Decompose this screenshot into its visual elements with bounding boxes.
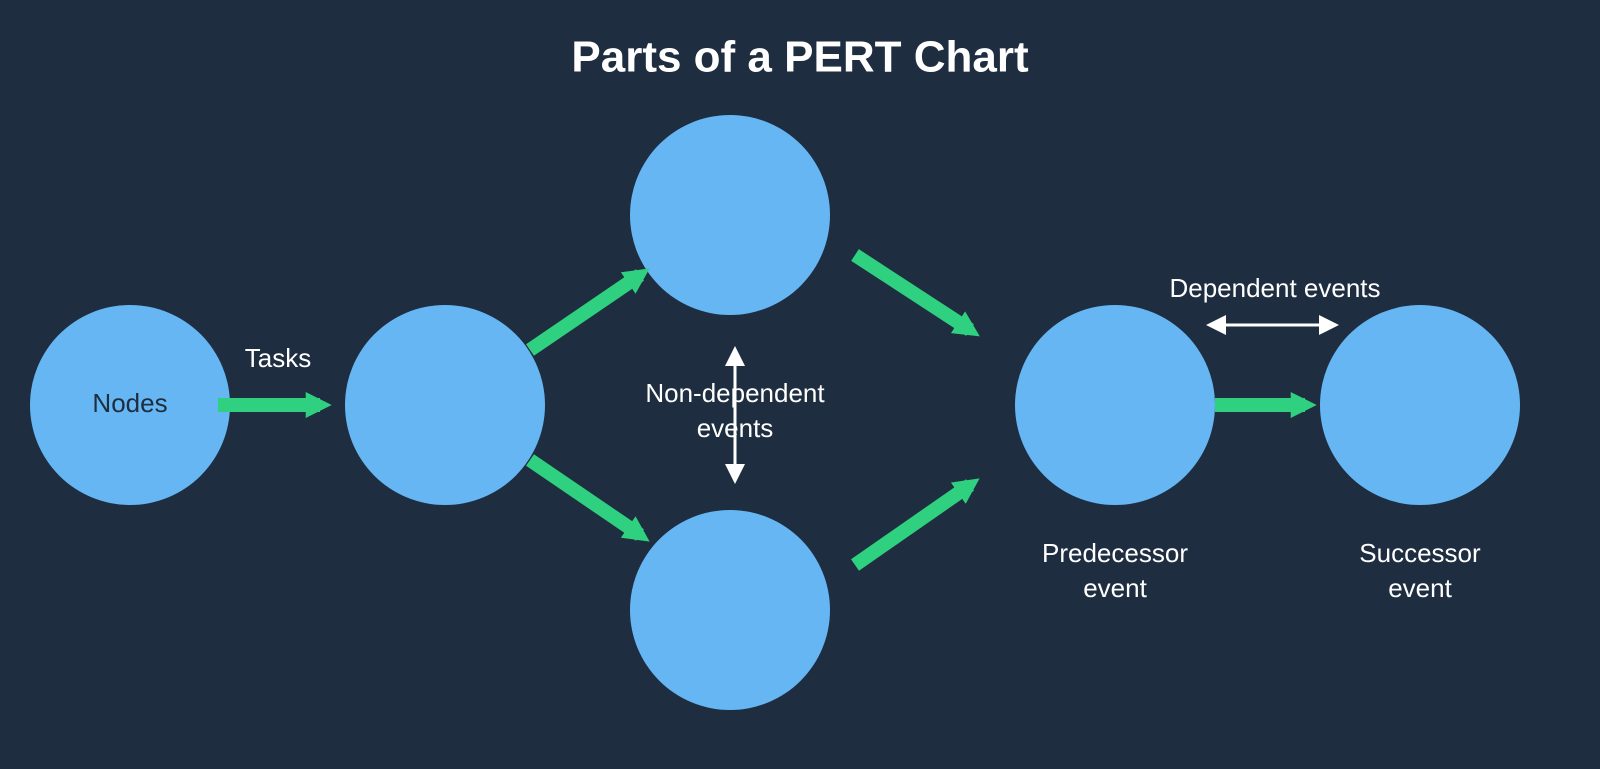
diagram-title: Parts of a PERT Chart — [571, 33, 1029, 82]
pert-diagram: Parts of a PERT Chart Nodes Tasks Non-depen… — [0, 0, 1600, 769]
pert-node — [1320, 305, 1520, 505]
pert-node — [1015, 305, 1215, 505]
diagram-label: Successor — [1359, 538, 1481, 568]
diagram-label: event — [1083, 573, 1147, 603]
diagram-label: Tasks — [245, 343, 311, 373]
pert-node — [345, 305, 545, 505]
diagram-label: Non-dependent — [645, 378, 825, 408]
pert-node — [630, 510, 830, 710]
pert-node — [630, 115, 830, 315]
diagram-label: Predecessor — [1042, 538, 1188, 568]
diagram-label: events — [697, 413, 774, 443]
diagram-label: event — [1388, 573, 1452, 603]
diagram-label: Dependent events — [1169, 273, 1380, 303]
diagram-label: Nodes — [92, 388, 167, 418]
